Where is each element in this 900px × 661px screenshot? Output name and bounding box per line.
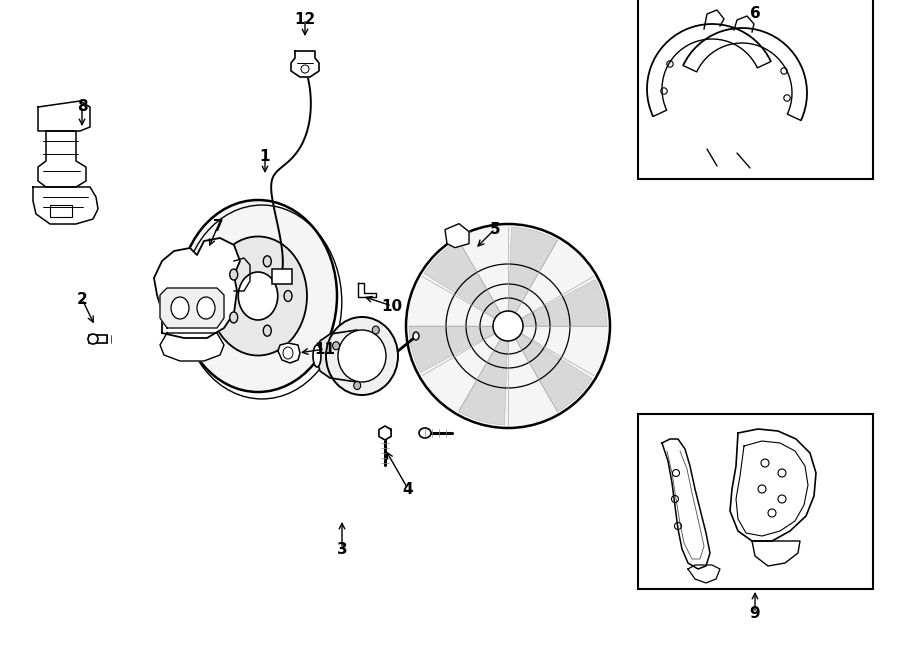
Text: 8: 8 xyxy=(76,98,87,114)
Circle shape xyxy=(493,311,523,341)
Ellipse shape xyxy=(338,330,386,382)
Text: 9: 9 xyxy=(750,605,760,621)
Bar xyxy=(638,414,873,589)
Wedge shape xyxy=(508,326,592,412)
Text: 6: 6 xyxy=(750,5,760,20)
Polygon shape xyxy=(278,343,300,363)
Polygon shape xyxy=(688,565,720,583)
Polygon shape xyxy=(33,187,98,224)
Ellipse shape xyxy=(413,332,419,340)
Text: 1: 1 xyxy=(260,149,270,163)
Ellipse shape xyxy=(264,325,271,336)
Bar xyxy=(272,269,292,284)
Text: 5: 5 xyxy=(490,221,500,237)
Wedge shape xyxy=(508,227,557,326)
Ellipse shape xyxy=(264,256,271,267)
Wedge shape xyxy=(508,280,607,326)
Ellipse shape xyxy=(179,200,337,392)
Wedge shape xyxy=(410,326,508,372)
Text: 7: 7 xyxy=(212,219,223,233)
Ellipse shape xyxy=(326,317,398,395)
Polygon shape xyxy=(379,426,392,440)
Bar xyxy=(89,335,107,343)
Polygon shape xyxy=(358,283,376,297)
Text: 11: 11 xyxy=(314,342,336,356)
Polygon shape xyxy=(662,439,710,569)
Polygon shape xyxy=(752,541,800,566)
Polygon shape xyxy=(38,131,86,187)
Ellipse shape xyxy=(333,342,339,350)
Polygon shape xyxy=(160,288,224,328)
Ellipse shape xyxy=(209,237,307,356)
Polygon shape xyxy=(317,330,357,382)
Ellipse shape xyxy=(88,334,98,344)
Polygon shape xyxy=(291,51,319,77)
Polygon shape xyxy=(154,238,240,338)
Ellipse shape xyxy=(354,381,361,389)
Ellipse shape xyxy=(197,297,215,319)
Text: 10: 10 xyxy=(382,299,402,313)
Ellipse shape xyxy=(171,297,189,319)
Circle shape xyxy=(406,224,610,428)
Text: 2: 2 xyxy=(76,292,87,307)
Text: 12: 12 xyxy=(294,11,316,26)
Polygon shape xyxy=(38,101,90,131)
Wedge shape xyxy=(458,326,508,425)
Text: 4: 4 xyxy=(402,481,413,496)
Polygon shape xyxy=(160,333,224,361)
Bar xyxy=(638,0,873,179)
Polygon shape xyxy=(730,429,816,541)
Ellipse shape xyxy=(238,272,278,320)
Ellipse shape xyxy=(230,269,238,280)
Ellipse shape xyxy=(373,326,379,334)
Text: 3: 3 xyxy=(337,541,347,557)
Ellipse shape xyxy=(419,428,431,438)
Polygon shape xyxy=(445,223,469,248)
Wedge shape xyxy=(424,241,508,326)
Ellipse shape xyxy=(230,312,238,323)
Bar xyxy=(50,205,72,217)
Ellipse shape xyxy=(313,345,321,367)
Ellipse shape xyxy=(284,290,292,301)
